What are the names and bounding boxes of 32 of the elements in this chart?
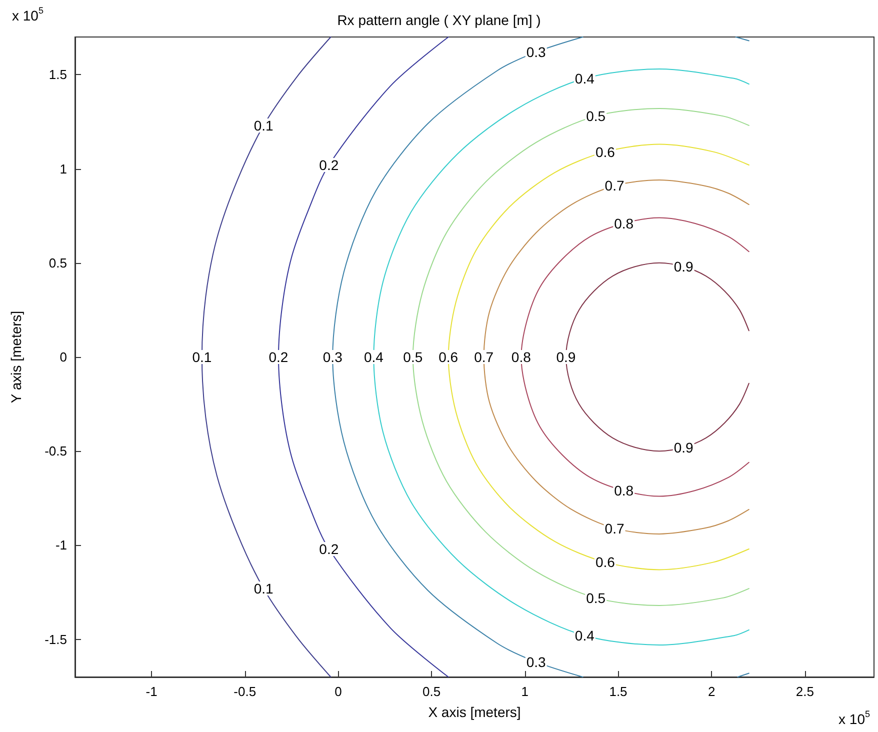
y-tick-label: 1.5 bbox=[48, 67, 67, 82]
x-tick-label: -0.5 bbox=[234, 684, 256, 699]
y-tick-label: -1 bbox=[55, 538, 67, 553]
text: 0.3 bbox=[322, 349, 342, 365]
series-label: 0.6 bbox=[438, 349, 458, 365]
x-tick-label: 1.5 bbox=[609, 684, 628, 699]
text: 0.2 bbox=[319, 157, 339, 173]
text: 0.1 bbox=[254, 580, 274, 597]
y-tick-label: -0.5 bbox=[44, 444, 67, 459]
y-tick-label: 1 bbox=[60, 161, 67, 176]
x-tick-label: 0.5 bbox=[422, 684, 441, 699]
x-tick-label: 2 bbox=[708, 684, 716, 699]
x-axis-title: X axis [meters] bbox=[428, 704, 521, 720]
chart-title: Rx pattern angle ( XY plane [m] ) bbox=[337, 12, 541, 28]
series-label: 0.2 bbox=[268, 349, 288, 365]
text: 0.9 bbox=[556, 349, 576, 365]
text: 0.5 bbox=[403, 349, 423, 365]
text: 0.2 bbox=[319, 541, 339, 557]
text: 0.1 bbox=[192, 349, 212, 365]
text: 0.8 bbox=[511, 349, 531, 365]
series-label: 0.1 bbox=[254, 117, 274, 134]
text: 0.7 bbox=[474, 349, 494, 365]
y-tick-label: 0.5 bbox=[48, 255, 67, 270]
y-tick-label: -1.5 bbox=[44, 632, 67, 647]
x-tick-label: 2.5 bbox=[796, 684, 814, 699]
y-axis-title: Y axis [meters] bbox=[8, 310, 24, 404]
x-tick-label: 0 bbox=[334, 684, 342, 699]
x-tick-label: -1 bbox=[146, 684, 158, 699]
text: 0.5 bbox=[586, 590, 606, 606]
x-tick-label: 1 bbox=[521, 684, 529, 699]
y-tick-label: 0 bbox=[60, 350, 67, 364]
series-label: 0.4 bbox=[364, 349, 384, 365]
